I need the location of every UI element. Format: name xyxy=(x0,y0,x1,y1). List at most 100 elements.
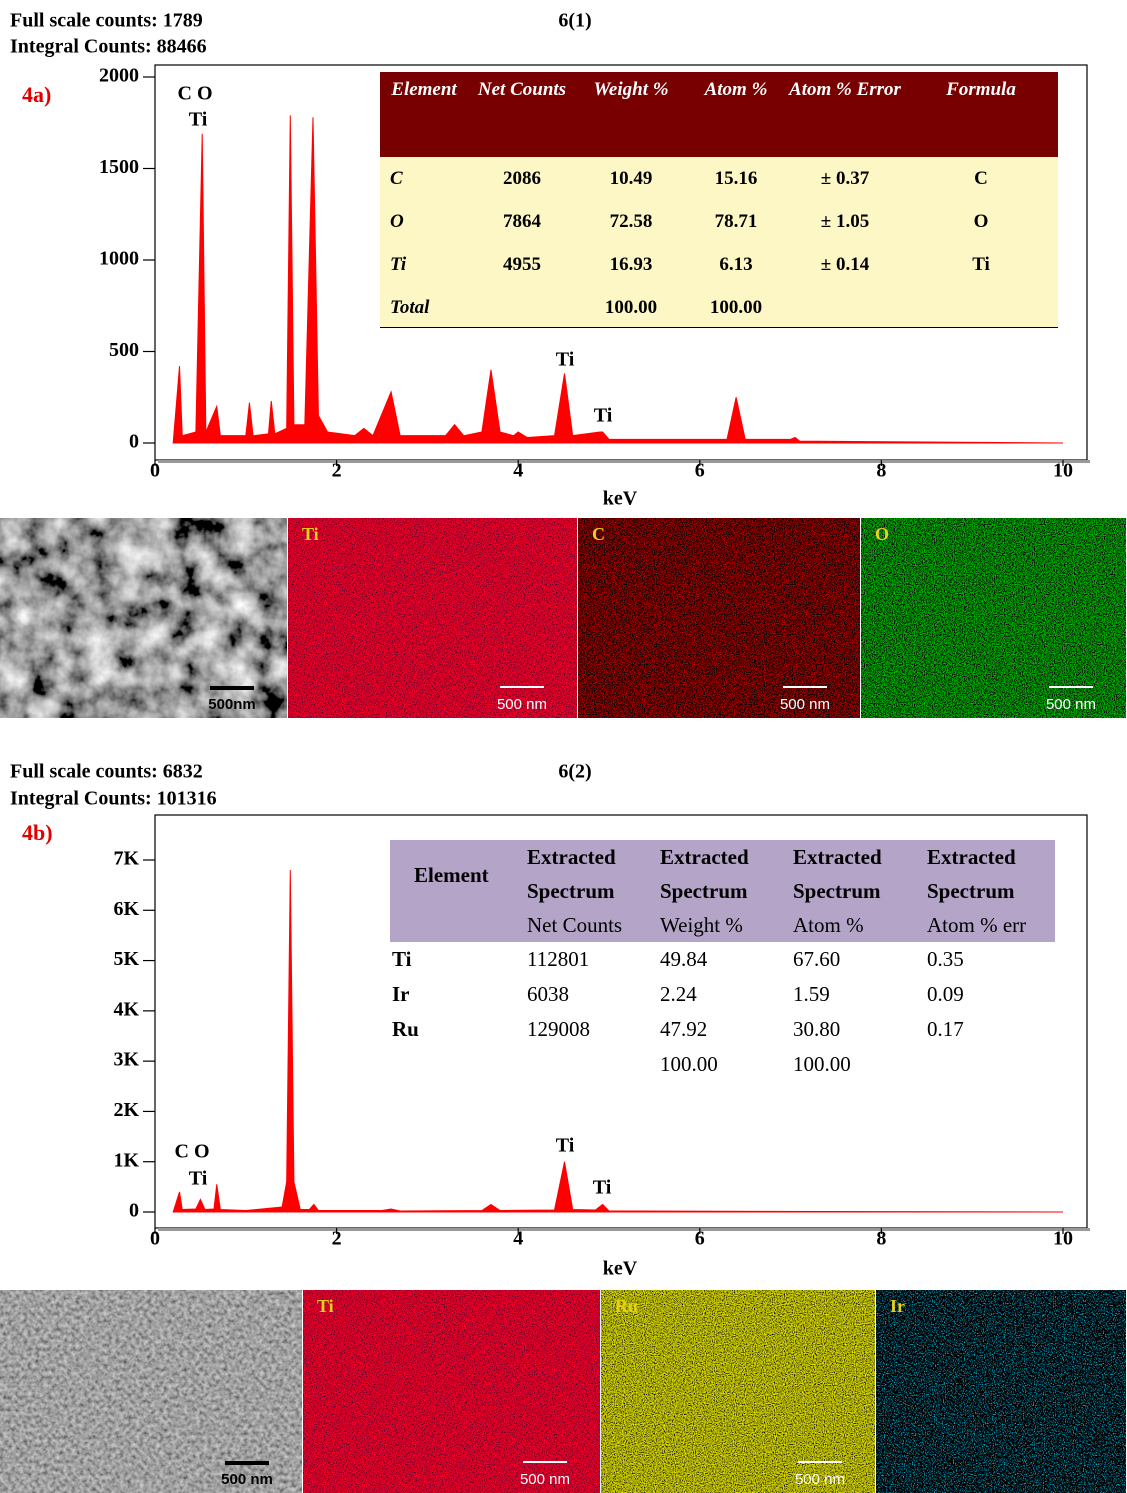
y-tick-label: 6K xyxy=(113,898,139,920)
table-cell: 100.00 xyxy=(709,296,763,318)
map-image xyxy=(876,1290,1126,1493)
x-tick-label: 8 xyxy=(876,460,886,482)
header-title: Extracted Spectrum xyxy=(927,845,1016,903)
counts-text: Integral Counts: 88466 xyxy=(10,36,207,58)
peak-label: Ti xyxy=(593,1177,612,1199)
table-cell: 129008 xyxy=(527,1017,590,1041)
header-sub: Net Counts xyxy=(527,913,623,937)
spectrum-area xyxy=(172,115,1064,444)
x-tick-label: 10 xyxy=(1053,1228,1073,1250)
x-tick-label: 6 xyxy=(695,460,705,482)
plot-frame-shadow xyxy=(158,1228,1090,1231)
peak-label: C O xyxy=(175,1141,210,1163)
map-label: Ru xyxy=(615,1296,638,1316)
header-title: Extracted Spectrum xyxy=(527,845,616,903)
y-tick-label: 3K xyxy=(113,1049,139,1071)
table-row: 100.00 100.00 xyxy=(390,1047,1055,1082)
table-cell: 72.58 xyxy=(609,210,653,232)
table-cell: 0.35 xyxy=(927,947,964,971)
x-tick-label: 10 xyxy=(1053,460,1073,482)
table-cell: 100.00 xyxy=(660,1052,718,1076)
header-sub: Atom % xyxy=(793,913,864,937)
table-cell: Total xyxy=(390,296,430,318)
spectrum-area xyxy=(172,870,1064,1213)
table-cell: O xyxy=(390,210,404,232)
table-cell: 100.00 xyxy=(604,296,658,318)
peak-label: C O xyxy=(178,83,213,105)
y-tick-label: 0 xyxy=(129,1200,139,1222)
map-label: O xyxy=(875,524,889,544)
table-cell: 4955 xyxy=(503,253,541,275)
scale-label: 500nm xyxy=(208,696,256,713)
header-cell: Extracted Spectrum Atom % xyxy=(791,840,925,942)
scale-label: 500 nm xyxy=(497,696,547,713)
panel-label: 4b) xyxy=(22,820,53,845)
y-tick-label: 0 xyxy=(129,431,139,453)
y-tick-label: 4K xyxy=(113,998,139,1020)
scale-label: 500 nm xyxy=(1046,696,1096,713)
peak-label: Ti xyxy=(594,405,613,427)
header-cell: Atom % xyxy=(704,79,768,100)
header-cell: Element xyxy=(390,840,525,942)
table-header: Element Extracted Spectrum Net Counts Extra… xyxy=(390,840,1055,942)
plot-frame-shadow xyxy=(158,460,1090,463)
table-cell: C xyxy=(974,167,988,189)
y-tick-label: 1000 xyxy=(99,248,139,270)
panel-label: 4a) xyxy=(22,82,51,107)
peak-label: Ti xyxy=(189,1168,208,1190)
counts-text: Integral Counts: 101316 xyxy=(10,788,217,810)
table-cell: 2086 xyxy=(503,167,541,189)
header-title: Element xyxy=(414,863,489,887)
table-row: Ru 129008 47.92 30.80 0.17 xyxy=(390,1012,1055,1047)
map-image xyxy=(303,1290,600,1493)
scale-bar xyxy=(798,1461,842,1463)
table-row: Ti 4955 16.93 6.13 ± 0.14 Ti xyxy=(380,243,1058,286)
table-cell: 7864 xyxy=(503,210,541,232)
header-cell: Extracted Spectrum Atom % err xyxy=(925,840,1055,942)
table-cell: O xyxy=(973,210,989,232)
header-cell: Extracted Spectrum Net Counts xyxy=(525,840,658,942)
header-sub: Weight % xyxy=(660,913,743,937)
map-label: Ti xyxy=(317,1296,334,1316)
x-tick-label: 2 xyxy=(332,460,342,482)
map-image xyxy=(0,1290,302,1493)
chart-title: 6(2) xyxy=(558,761,591,783)
scale-bar xyxy=(1049,686,1093,688)
table-cell: 1.59 xyxy=(793,982,830,1006)
scale-bar xyxy=(783,686,827,688)
table-row: O 7864 72.58 78.71 ± 1.05 O xyxy=(380,200,1058,243)
header-title: Extracted Spectrum xyxy=(660,845,749,903)
table-cell: 67.60 xyxy=(793,947,841,971)
table-cell: 6.13 xyxy=(719,253,753,275)
y-tick-label: 5K xyxy=(113,948,139,970)
x-tick-label: 4 xyxy=(513,460,523,482)
table-cell: 15.16 xyxy=(714,167,758,189)
scale-label: 500 nm xyxy=(780,696,830,713)
x-tick-label: 2 xyxy=(332,1228,342,1250)
table-cell: C xyxy=(390,167,403,189)
header-cell: Atom % Error xyxy=(789,79,901,100)
table-cell: Ir xyxy=(392,982,410,1006)
map-image xyxy=(288,518,577,718)
y-tick-label: 500 xyxy=(109,339,139,361)
scale-bar xyxy=(225,1461,269,1465)
table-row: C 2086 10.49 15.16 ± 0.37 C xyxy=(380,157,1058,200)
table-cell: 47.92 xyxy=(660,1017,708,1041)
table-cell: Ti xyxy=(390,253,407,275)
header-sub: Atom % err xyxy=(927,913,1027,937)
table-cell: 16.93 xyxy=(609,253,653,275)
peak-label: Ti xyxy=(556,1135,575,1157)
map-image xyxy=(578,518,860,718)
table-cell: 112801 xyxy=(527,947,590,971)
table-cell: Ti xyxy=(972,253,990,275)
header-cell: Weight % xyxy=(593,79,669,100)
scale-bar xyxy=(500,686,544,688)
table-row: Ti 112801 49.84 67.60 0.35 xyxy=(390,942,1055,977)
map-image xyxy=(601,1290,875,1493)
table-cell: 0.09 xyxy=(927,982,964,1006)
counts-text: Full scale counts: 6832 xyxy=(10,761,203,783)
map-image xyxy=(861,518,1126,718)
table-cell: 2.24 xyxy=(660,982,697,1006)
y-tick-label: 2000 xyxy=(99,65,139,87)
counts-text: Full scale counts: 1789 xyxy=(10,10,203,32)
